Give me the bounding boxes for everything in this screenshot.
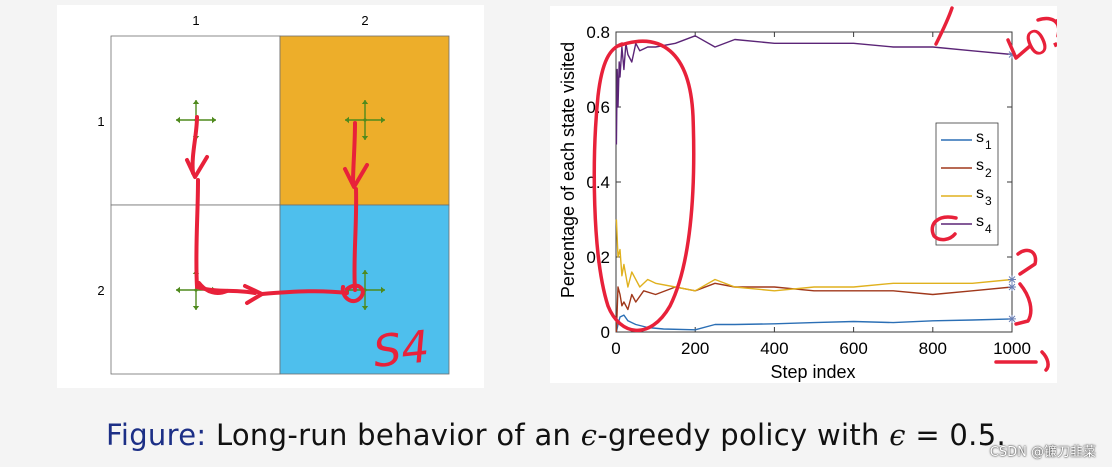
legend-label: s bbox=[976, 213, 984, 230]
arrow-head bbox=[361, 136, 369, 140]
legend-label: s bbox=[976, 157, 984, 174]
x-axis-ticks: 0 200 400 600 800 1000 bbox=[611, 32, 1031, 358]
x-tick-label: 1000 bbox=[993, 339, 1031, 358]
arrow-head bbox=[192, 306, 200, 310]
watermark: CSDN @镰刀韭菜 bbox=[989, 445, 1096, 460]
grid-world-figure: 1 2 1 2 S4 bbox=[97, 13, 450, 378]
caption-mid: -greedy policy with bbox=[597, 418, 890, 452]
col-label-2: 2 bbox=[361, 13, 368, 28]
stay-dot bbox=[363, 118, 367, 122]
series-line-s1 bbox=[615, 314, 1013, 333]
x-axis-label: Step index bbox=[770, 362, 855, 382]
arrow-head bbox=[361, 270, 369, 274]
stay-dot bbox=[194, 288, 198, 292]
x-tick-label: 800 bbox=[919, 339, 947, 358]
col-label-1: 1 bbox=[192, 13, 199, 28]
grid-world-panel: 1 2 1 2 S4 bbox=[57, 5, 484, 388]
y-tick-label: 0.8 bbox=[586, 23, 610, 42]
x-tick-label: 0 bbox=[611, 339, 620, 358]
y-axis-label: Percentage of each state visited bbox=[558, 42, 578, 298]
legend-label-sub: 2 bbox=[985, 166, 992, 180]
row-label-2: 2 bbox=[97, 283, 104, 298]
red-annotation-strokes bbox=[185, 115, 369, 305]
y-tick-label: 0 bbox=[601, 323, 610, 342]
legend-label: s bbox=[976, 185, 984, 202]
series-line-s4 bbox=[615, 35, 1013, 145]
value-annotation: 0.7 bbox=[1019, 7, 1057, 66]
y-tick-label: 0.4 bbox=[586, 173, 610, 192]
figure-caption: Figure: Long-run behavior of an ϵ-greedy… bbox=[0, 418, 1112, 452]
legend-label-sub: 3 bbox=[985, 194, 992, 208]
chart-panel: 0 0.2 0.4 0.6 0.8 0 200 400 600 800 1000 Step ind… bbox=[550, 6, 1057, 383]
arrow-head bbox=[361, 100, 369, 104]
arrow-head bbox=[176, 116, 180, 124]
state-visit-chart: 00.20.40.60.8 0 200 400 600 800 1000 Step ind… bbox=[558, 6, 1057, 382]
caption-equation: = 0.5. bbox=[905, 418, 1006, 452]
caption-lead: Figure: bbox=[106, 418, 207, 452]
caption-text: Long-run behavior of an bbox=[206, 418, 581, 452]
series-end-marker bbox=[1008, 314, 1016, 323]
arrow-head bbox=[381, 286, 385, 294]
series-end-marker bbox=[1008, 283, 1016, 291]
caption-epsilon-1: ϵ bbox=[580, 418, 598, 452]
caption-epsilon-2: ϵ bbox=[889, 418, 906, 452]
series-end-marker bbox=[1008, 275, 1016, 284]
legend-label: s bbox=[976, 129, 984, 146]
arrow-head bbox=[345, 116, 349, 124]
arrow-head bbox=[381, 116, 385, 124]
legend-label-sub: 1 bbox=[985, 138, 992, 152]
red-annotation-strokes bbox=[592, 6, 1057, 372]
x-tick-label: 400 bbox=[760, 339, 788, 358]
series-line-s3 bbox=[615, 219, 1013, 292]
arrow-head bbox=[192, 100, 200, 104]
arrow-head bbox=[212, 116, 216, 124]
x-tick-label: 600 bbox=[839, 339, 867, 358]
cell-policy-arrows bbox=[345, 100, 385, 140]
arrow-head bbox=[176, 286, 180, 294]
legend: s 1s 2s 3s 4 bbox=[935, 122, 999, 246]
x-tick-label: 200 bbox=[681, 339, 709, 358]
legend-label-sub: 4 bbox=[985, 222, 992, 236]
s4-annotation: S4 bbox=[371, 321, 432, 378]
row-label-1: 1 bbox=[97, 114, 104, 129]
y-axis-ticks: 00.20.40.60.8 bbox=[586, 23, 1012, 342]
arrow-head bbox=[361, 306, 369, 310]
